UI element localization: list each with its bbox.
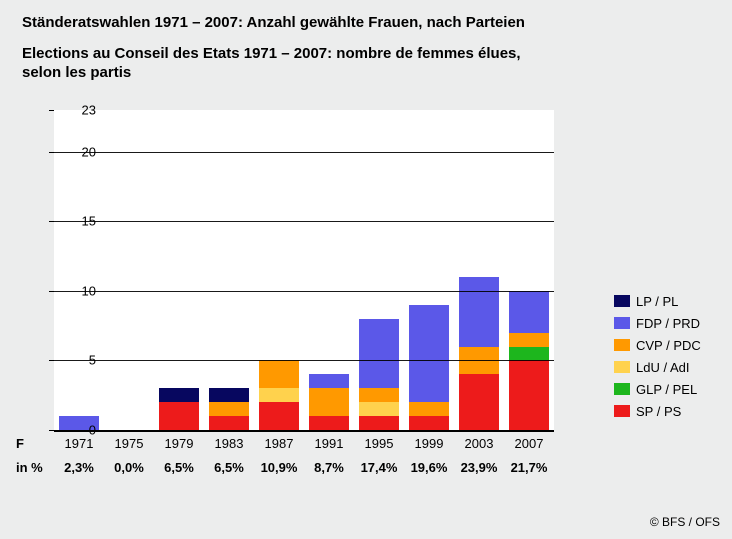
percent-label: 17,4% [361,460,398,475]
title-fr: Elections au Conseil des Etats 1971 – 20… [22,45,728,83]
left-caption-f: F [16,436,24,451]
percent-label: 21,7% [511,460,548,475]
bar-group [309,374,349,430]
bar-segment-sp [159,402,199,430]
plot-area [54,110,554,432]
percent-label: 10,9% [261,460,298,475]
bar-segment-ldu [359,402,399,416]
y-tick-label: 10 [56,283,96,298]
percent-label: 6,5% [214,460,244,475]
y-tick-label: 5 [56,353,96,368]
bar-segment-cvp [409,402,449,416]
bar-segment-glp [509,347,549,361]
bar-group [259,360,299,430]
bar-segment-sp [409,416,449,430]
bar-segment-lp [159,388,199,402]
bar-group [209,388,249,430]
plot-wrap: F in % 051015202319712,3%19750,0%19796,5… [54,110,604,430]
bar-segment-cvp [259,360,299,388]
legend-swatch [614,317,630,329]
y-tick-mark [49,430,54,431]
legend-swatch [614,339,630,351]
legend-item-lp: LP / PL [614,290,701,312]
x-tick-label: 2003 [465,436,494,451]
x-tick-label: 2007 [515,436,544,451]
x-tick-label: 1991 [315,436,344,451]
bar-group [159,388,199,430]
legend-swatch [614,383,630,395]
bar-segment-cvp [509,333,549,347]
legend-label: FDP / PRD [636,316,700,331]
bar-segment-sp [209,416,249,430]
chart-container: Ständeratswahlen 1971 – 2007: Anzahl gew… [0,0,732,539]
title-fr-line1: Elections au Conseil des Etats 1971 – 20… [22,45,521,62]
x-tick-label: 1971 [65,436,94,451]
y-tick-mark [49,110,54,111]
y-tick-label: 20 [56,144,96,159]
title-fr-line2: selon les partis [22,64,131,81]
bar-group [459,277,499,430]
bar-segment-fdp [509,291,549,333]
legend-item-cvp: CVP / PDC [614,334,701,356]
percent-label: 19,6% [411,460,448,475]
percent-label: 2,3% [64,460,94,475]
bar-segment-lp [209,388,249,402]
legend-item-fdp: FDP / PRD [614,312,701,334]
bar-segment-sp [359,416,399,430]
bar-segment-sp [459,374,499,430]
bar-segment-cvp [359,388,399,402]
title-de: Ständeratswahlen 1971 – 2007: Anzahl gew… [22,14,728,31]
percent-label: 0,0% [114,460,144,475]
gridline [54,152,554,153]
legend-label: GLP / PEL [636,382,697,397]
legend-label: LP / PL [636,294,678,309]
y-tick-label: 15 [56,214,96,229]
bars-layer [54,110,554,430]
legend-swatch [614,295,630,307]
legend-item-ldu: LdU / AdI [614,356,701,378]
bar-group [359,319,399,430]
legend-label: CVP / PDC [636,338,701,353]
legend-item-sp: SP / PS [614,400,701,422]
x-tick-label: 1983 [215,436,244,451]
bar-group [409,305,449,430]
percent-label: 6,5% [164,460,194,475]
bar-segment-fdp [309,374,349,388]
bar-segment-cvp [209,402,249,416]
x-tick-label: 1975 [115,436,144,451]
left-caption-pct: in % [16,460,43,475]
legend: LP / PL FDP / PRD CVP / PDC LdU / AdI GLP / … [614,290,701,422]
x-tick-label: 1995 [365,436,394,451]
gridline [54,291,554,292]
bar-segment-sp [259,402,299,430]
bar-segment-ldu [259,388,299,402]
bar-segment-sp [309,416,349,430]
gridline [54,360,554,361]
legend-label: SP / PS [636,404,681,419]
x-tick-label: 1987 [265,436,294,451]
legend-label: LdU / AdI [636,360,689,375]
y-tick-label: 23 [56,103,96,118]
bar-segment-fdp [359,319,399,389]
legend-swatch [614,361,630,373]
x-tick-label: 1999 [415,436,444,451]
bar-segment-fdp [459,277,499,347]
legend-item-glp: GLP / PEL [614,378,701,400]
titles-block: Ständeratswahlen 1971 – 2007: Anzahl gew… [0,0,732,83]
percent-label: 8,7% [314,460,344,475]
bar-segment-cvp [309,388,349,416]
x-tick-label: 1979 [165,436,194,451]
legend-swatch [614,405,630,417]
bar-segment-sp [509,360,549,430]
copyright: © BFS / OFS [650,515,720,529]
percent-label: 23,9% [461,460,498,475]
bar-segment-fdp [409,305,449,402]
gridline [54,221,554,222]
